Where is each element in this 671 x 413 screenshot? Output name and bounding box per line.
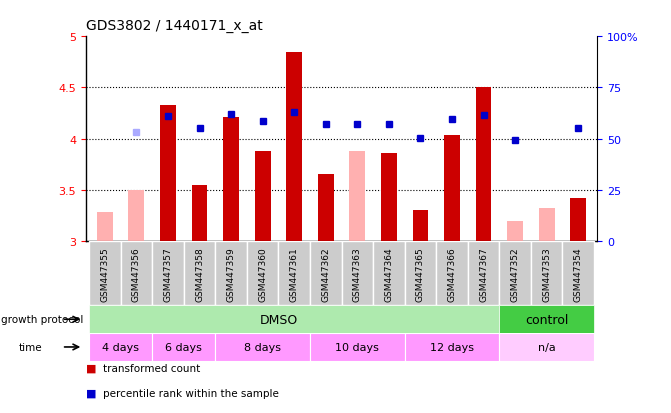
Text: 4 days: 4 days (102, 342, 139, 352)
Text: GSM447353: GSM447353 (542, 246, 551, 301)
Text: GSM447355: GSM447355 (101, 246, 109, 301)
Bar (89, 242, 121, 306)
Bar (436, 242, 468, 306)
Bar (350, 152, 365, 242)
Bar (97, 213, 113, 242)
Text: DMSO: DMSO (259, 313, 297, 326)
Text: GDS3802 / 1440171_x_at: GDS3802 / 1440171_x_at (86, 19, 262, 33)
Bar (507, 221, 523, 242)
Text: 6 days: 6 days (165, 342, 202, 352)
Bar (531, 242, 562, 306)
Text: GSM447359: GSM447359 (227, 246, 236, 301)
Bar (152, 242, 184, 306)
Bar (192, 185, 207, 242)
Bar (499, 306, 594, 333)
Text: GSM447364: GSM447364 (384, 247, 393, 301)
Bar (405, 333, 499, 361)
Bar (405, 242, 436, 306)
Text: GSM447365: GSM447365 (416, 246, 425, 301)
Text: time: time (19, 342, 42, 352)
Bar (342, 242, 373, 306)
Bar (89, 306, 499, 333)
Bar (570, 199, 586, 242)
Bar (499, 242, 531, 306)
Text: 8 days: 8 days (244, 342, 281, 352)
Text: GSM447361: GSM447361 (290, 246, 299, 301)
Text: GSM447362: GSM447362 (321, 247, 330, 301)
Bar (129, 190, 144, 242)
Bar (89, 333, 152, 361)
Text: GSM447357: GSM447357 (164, 246, 172, 301)
Bar (215, 242, 247, 306)
Bar (121, 242, 152, 306)
Bar (468, 242, 499, 306)
Text: GSM447354: GSM447354 (574, 247, 582, 301)
Bar (444, 135, 460, 242)
Text: 10 days: 10 days (336, 342, 379, 352)
Text: control: control (525, 313, 568, 326)
Text: n/a: n/a (538, 342, 556, 352)
Bar (287, 52, 302, 242)
Bar (373, 242, 405, 306)
Text: transformed count: transformed count (103, 363, 200, 373)
Bar (499, 333, 594, 361)
Bar (318, 174, 333, 242)
Bar (310, 333, 405, 361)
Bar (562, 242, 594, 306)
Bar (223, 118, 239, 242)
Bar (255, 152, 270, 242)
Text: GSM447352: GSM447352 (511, 247, 519, 301)
Text: GSM447366: GSM447366 (448, 246, 456, 301)
Text: percentile rank within the sample: percentile rank within the sample (103, 388, 278, 398)
Text: growth protocol: growth protocol (1, 314, 84, 325)
Bar (413, 211, 428, 242)
Bar (152, 333, 215, 361)
Bar (476, 88, 491, 242)
Bar (247, 242, 278, 306)
Text: ■: ■ (86, 363, 97, 373)
Text: ■: ■ (86, 388, 97, 398)
Text: GSM447356: GSM447356 (132, 246, 141, 301)
Text: GSM447360: GSM447360 (258, 246, 267, 301)
Text: GSM447358: GSM447358 (195, 246, 204, 301)
Text: GSM447367: GSM447367 (479, 246, 488, 301)
Bar (539, 209, 554, 242)
Bar (310, 242, 342, 306)
Text: GSM447363: GSM447363 (353, 246, 362, 301)
Bar (160, 106, 176, 242)
Text: 12 days: 12 days (430, 342, 474, 352)
Bar (184, 242, 215, 306)
Bar (278, 242, 310, 306)
Bar (215, 333, 310, 361)
Bar (381, 154, 397, 242)
